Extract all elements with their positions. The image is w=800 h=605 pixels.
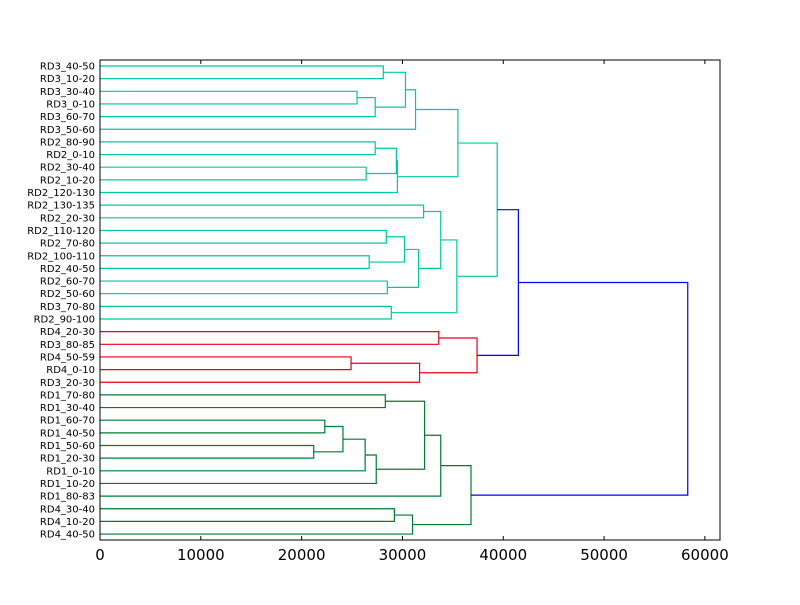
leaf-label: RD3_10-20 — [40, 74, 95, 85]
link-c15 — [100, 280, 388, 295]
leaf-label: RD1_60-70 — [40, 416, 95, 427]
x-tick-label: 10000 — [177, 546, 225, 564]
link-c26 — [100, 419, 326, 434]
link-c14 — [369, 236, 406, 263]
leaf-label: RD2_60-70 — [40, 277, 95, 288]
link-c37 — [470, 281, 689, 496]
leaf-label: RD4_40-50 — [40, 530, 95, 541]
leaf-label: RD3_20-30 — [40, 378, 95, 389]
leaf-label: RD3_80-85 — [40, 340, 95, 351]
link-c2 — [100, 90, 358, 105]
link-c16 — [387, 248, 420, 288]
x-tick-label: 60000 — [681, 546, 729, 564]
leaf-label: RD2_50-60 — [40, 289, 95, 300]
leaf-label: RD4_20-30 — [40, 327, 95, 338]
leaf-label: RD2_70-80 — [40, 239, 95, 250]
link-c19 — [391, 239, 458, 314]
leaf-label: RD1_10-20 — [40, 479, 95, 490]
leaf-label: RD3_50-60 — [40, 125, 95, 136]
leaf-label: RD3_70-80 — [40, 302, 95, 313]
leaf-label: RD1_30-40 — [40, 403, 95, 414]
links-layer — [100, 65, 689, 535]
leaf-label: RD4_0-10 — [46, 365, 95, 376]
link-c4 — [375, 71, 407, 108]
link-c35 — [100, 514, 414, 535]
leaf-label: RD2_0-10 — [46, 150, 95, 161]
leaf-label: RD2_110-120 — [27, 226, 95, 237]
link-c22 — [100, 356, 352, 371]
leaf-label: RD3_60-70 — [40, 112, 95, 123]
link-c29 — [100, 438, 366, 472]
leaf-label: RD2_100-110 — [27, 251, 95, 262]
leaf-label: RD2_80-90 — [40, 137, 95, 148]
leaf-label: RD3_30-40 — [40, 87, 95, 98]
leaf-label: RD4_30-40 — [40, 504, 95, 515]
leaf-label: RD4_50-59 — [40, 352, 95, 363]
link-c7 — [100, 166, 367, 181]
leaf-label: RD1_70-80 — [40, 390, 95, 401]
leaf-label: RD3_40-50 — [40, 62, 95, 73]
leaf-label: RD1_0-10 — [46, 466, 95, 477]
leaf-label: RD3_0-10 — [46, 99, 95, 110]
link-c8 — [366, 147, 397, 175]
leaf-label: RD2_20-30 — [40, 213, 95, 224]
leaf-label: RD2_90-100 — [34, 315, 95, 326]
link-c28 — [313, 425, 344, 453]
leaf-label: RD2_10-20 — [40, 175, 95, 186]
leaf-label: RD2_40-50 — [40, 264, 95, 275]
x-tick-label: 20000 — [278, 546, 326, 564]
leaf-label: RD2_30-40 — [40, 163, 95, 174]
leaf-label: RD1_50-60 — [40, 441, 95, 452]
link-c23 — [100, 362, 421, 383]
x-tick-label: 30000 — [379, 546, 427, 564]
leaf-label: RD2_120-130 — [27, 188, 95, 199]
x-axis-ticks: 0 10000 20000 30000 40000 50000 60000 — [95, 60, 729, 564]
leaf-label: RD1_40-50 — [40, 428, 95, 439]
x-tick-label: 0 — [95, 546, 105, 564]
leaf-label: RD1_80-83 — [40, 492, 95, 503]
x-tick-label: 50000 — [580, 546, 628, 564]
leaf-label: RD2_130-135 — [27, 201, 95, 212]
link-c10 — [397, 108, 459, 178]
link-c9 — [100, 160, 398, 194]
x-tick-label: 40000 — [479, 546, 527, 564]
link-c20 — [456, 142, 498, 277]
plot-frame — [99, 59, 721, 541]
leaf-label: RD1_20-30 — [40, 454, 95, 465]
leaf-label: RD4_10-20 — [40, 517, 95, 528]
